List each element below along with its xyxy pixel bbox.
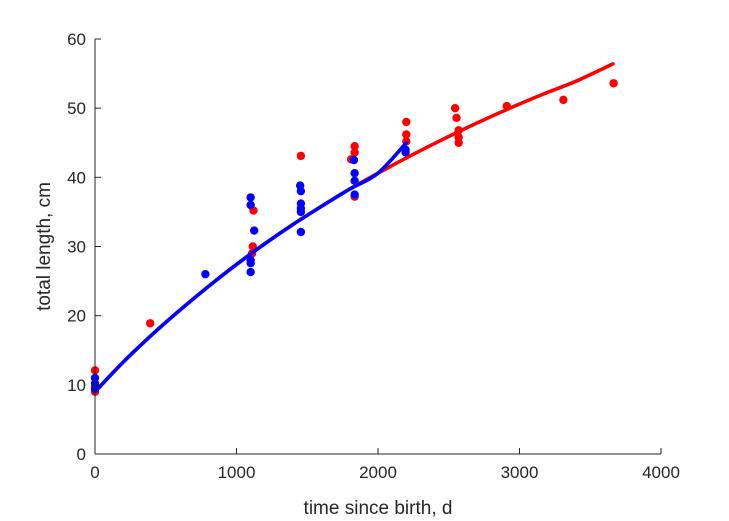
y-tick-label: 40	[67, 168, 86, 187]
red-data-point	[248, 242, 257, 251]
red-data-point	[559, 95, 568, 105]
x-tick-label: 4000	[642, 463, 680, 482]
blue-data-point	[296, 186, 306, 196]
y-axis-ticks: 0 10 20 30 40 50 60	[67, 30, 101, 464]
y-tick-label: 50	[67, 99, 86, 118]
red-data-point	[402, 117, 411, 127]
red-data-point	[609, 79, 618, 88]
y-tick-label: 10	[67, 376, 86, 395]
y-axis-label: total length, cm	[34, 182, 55, 311]
blue-data-point	[296, 227, 306, 237]
x-tick-label: 0	[90, 463, 99, 482]
blue-data-point	[350, 190, 359, 199]
x-tick-label: 2000	[359, 463, 397, 482]
y-tick-label: 60	[67, 30, 86, 49]
plot-area	[90, 62, 618, 396]
red-data-point	[145, 319, 155, 328]
blue-data-point	[246, 193, 255, 202]
red-data-point	[296, 151, 306, 161]
red-data-point	[350, 148, 359, 157]
blue-fit-curve	[93, 140, 409, 394]
x-axis-label: time since birth, d	[304, 498, 453, 519]
blue-data-point	[201, 269, 210, 279]
y-tick-label: 30	[67, 238, 86, 257]
red-data-point	[452, 113, 461, 123]
blue-data-point	[249, 226, 259, 235]
x-tick-label: 1000	[218, 463, 256, 482]
x-tick-label: 3000	[501, 463, 539, 482]
x-axis-ticks: 0 1000 2000 3000 4000	[90, 448, 680, 482]
red-data-point	[402, 130, 411, 139]
blue-data-point	[246, 200, 255, 210]
blue-data-point	[349, 155, 359, 165]
blue-data-point	[401, 148, 410, 157]
y-tick-label: 20	[67, 307, 86, 326]
red-data-point	[454, 138, 463, 147]
blue-data-point	[296, 207, 306, 217]
blue-data-point	[246, 258, 255, 268]
blue-data-point	[350, 168, 359, 178]
y-tick-label: 0	[77, 445, 86, 464]
red-data-point	[350, 142, 359, 151]
red-data-point	[450, 103, 460, 113]
blue-data-point	[350, 176, 359, 185]
blue-data-point	[246, 267, 255, 277]
blue-points-series	[90, 145, 410, 394]
